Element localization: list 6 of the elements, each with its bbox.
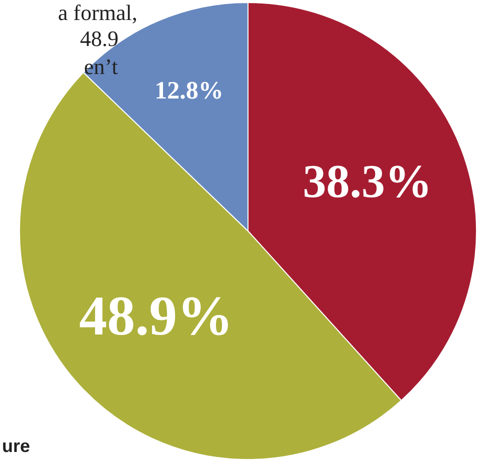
- text: a formal,: [58, 0, 138, 26]
- data-label: 12.8%: [154, 78, 224, 105]
- data-label: 48.9%: [79, 286, 234, 348]
- data-label: 38.3%: [302, 156, 432, 208]
- text: ure: [2, 436, 30, 457]
- text: 48.9: [80, 26, 118, 52]
